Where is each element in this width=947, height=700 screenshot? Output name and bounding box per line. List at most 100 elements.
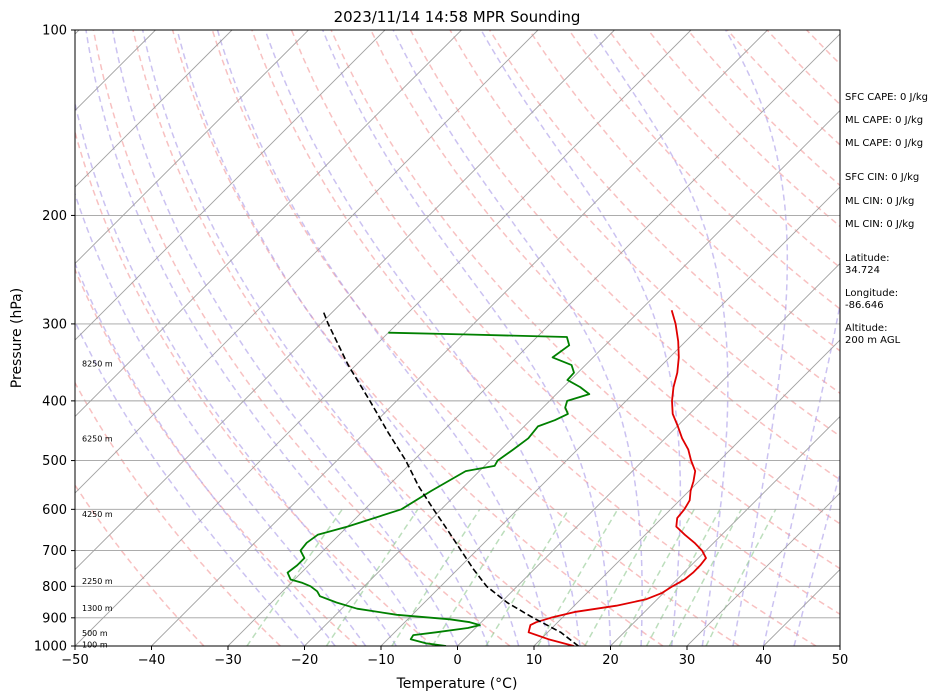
dry-adiabat <box>251 30 817 646</box>
height-label: 500 m <box>82 629 108 638</box>
dry-adiabat <box>528 30 840 352</box>
chart-title: 2023/11/14 14:58 MPR Sounding <box>334 8 581 26</box>
isotherm <box>75 30 233 188</box>
stat-line: ML CIN: 0 J/kg <box>845 219 915 230</box>
moist-adiabat <box>176 30 520 646</box>
mixing-ratio-line <box>645 508 721 646</box>
height-label: 8250 m <box>82 360 113 369</box>
mixing-ratio-line <box>391 508 481 646</box>
y-tick-label: 900 <box>42 611 67 626</box>
y-axis-title: Pressure (hPa) <box>9 288 25 388</box>
x-tick-label: −20 <box>291 653 318 668</box>
y-tick-label: 800 <box>42 580 67 595</box>
stat-line: ML CIN: 0 J/kg <box>845 196 915 207</box>
y-tick-label: 1000 <box>34 640 67 655</box>
moist-adiabat <box>591 30 729 646</box>
height-label: 4250 m <box>82 510 113 519</box>
dry-adiabat <box>488 30 840 395</box>
y-tick-label: 100 <box>42 24 67 39</box>
dewpoint-line <box>286 331 591 646</box>
moist-adiabat <box>322 30 612 646</box>
y-tick-label: 700 <box>42 544 67 559</box>
dry-adiabat <box>171 30 664 646</box>
isotherm <box>75 30 386 341</box>
isotherm <box>75 30 309 265</box>
mixing-ratio-line <box>485 508 570 646</box>
x-tick-label: 0 <box>453 653 461 668</box>
stat-line: SFC CIN: 0 J/kg <box>845 172 920 183</box>
moist-adiabat <box>762 301 840 646</box>
y-tick-label: 300 <box>42 317 67 332</box>
isotherm <box>533 339 840 646</box>
stat-line: SFC CAPE: 0 J/kg <box>845 92 928 103</box>
parcel-profile-line <box>322 309 579 646</box>
stat-line: Altitude: 200 m AGL <box>845 323 901 346</box>
isotherm <box>0 30 3 646</box>
background-lines <box>0 30 840 646</box>
x-tick-label: 50 <box>832 653 849 668</box>
x-tick-label: 40 <box>755 653 772 668</box>
mixing-ratio-line <box>705 508 777 646</box>
moist-adiabat <box>725 30 789 646</box>
isotherm <box>151 30 768 646</box>
y-tick-label: 200 <box>42 209 67 224</box>
moist-adiabat <box>85 30 428 646</box>
moist-adiabat <box>141 30 489 646</box>
height-label: 6250 m <box>82 434 113 443</box>
x-tick-label: −30 <box>214 653 241 668</box>
isotherm <box>380 186 840 646</box>
height-labels: 100 m 500 m 1300 m 2250 m 4250 m 6250 m 8250 m <box>82 360 113 650</box>
isotherm <box>686 492 840 646</box>
isotherm <box>304 109 840 646</box>
isotherm <box>75 30 615 571</box>
moist-adiabat <box>75 191 367 646</box>
moist-adiabat <box>793 471 840 646</box>
stat-line: ML CAPE: 0 J/kg <box>845 115 924 126</box>
x-tick-label: −10 <box>367 653 394 668</box>
profiles <box>286 309 707 646</box>
isotherm <box>457 262 840 646</box>
y-axis: 1000 900 800 700 600 500 400 300 200 100 <box>34 24 75 655</box>
dry-adiabat <box>75 381 281 646</box>
stat-line: Longitude: -86.646 <box>845 288 899 311</box>
dry-adiabat <box>330 30 840 570</box>
isotherm <box>227 33 840 646</box>
y-tick-label: 400 <box>42 394 67 409</box>
height-label: 100 m <box>82 641 108 650</box>
moist-adiabat <box>111 30 459 646</box>
temperature-line <box>527 309 707 646</box>
dry-adiabat <box>211 30 740 646</box>
x-tick-label: 10 <box>526 653 543 668</box>
mixing-ratio-line <box>584 508 663 646</box>
isotherm <box>75 30 462 418</box>
dry-adiabat <box>132 30 587 646</box>
moist-adiabat <box>264 30 581 646</box>
x-axis-title: Temperature (°C) <box>396 676 518 692</box>
height-label: 2250 m <box>82 577 113 586</box>
moist-adiabat <box>392 30 643 646</box>
height-label: 1300 m <box>82 604 113 613</box>
x-tick-label: −50 <box>61 653 88 668</box>
moist-adiabat <box>75 100 397 646</box>
stat-line: ML CAPE: 0 J/kg <box>845 138 924 149</box>
moist-adiabat <box>480 30 682 646</box>
y-tick-label: 500 <box>42 454 67 469</box>
isotherm <box>610 415 840 646</box>
mixing-ratio-line <box>246 508 343 646</box>
dry-adiabat <box>75 129 434 646</box>
isotherm <box>75 30 539 494</box>
isotherm <box>75 30 692 646</box>
dry-adiabat <box>290 30 840 616</box>
dry-adiabat <box>568 30 840 310</box>
x-axis: −50 −40 −30 −20 −10 0 10 20 30 40 50 <box>61 646 848 668</box>
mixing-ratio-line <box>537 508 619 646</box>
y-tick-label: 600 <box>42 503 67 518</box>
dry-adiabat <box>370 30 840 525</box>
x-tick-label: −40 <box>138 653 165 668</box>
stat-line: Latitude: 34.724 <box>845 253 890 276</box>
x-tick-label: 20 <box>602 653 619 668</box>
dry-adiabat <box>75 267 358 646</box>
moist-adiabat <box>75 261 336 646</box>
mixing-ratio-line <box>668 508 742 646</box>
